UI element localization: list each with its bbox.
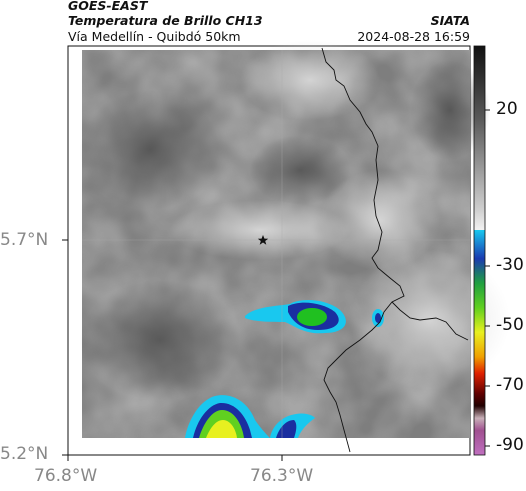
colorbar-label: -70	[496, 375, 524, 395]
department-border	[321, 47, 405, 453]
colorbar	[473, 45, 486, 456]
product-title: Temperatura de Brillo CH13	[68, 13, 263, 28]
lat-label-5.2N: 5.2°N	[0, 444, 49, 464]
lat-label-5.7N: 5.7°N	[0, 230, 49, 250]
convective-cloud-south	[185, 395, 315, 438]
brightness-field	[80, 40, 510, 438]
timestamp-label: 2024-08-28 16:59	[357, 29, 470, 44]
department-border-east	[391, 301, 469, 341]
convective-cloud-center	[245, 300, 384, 334]
location-star-icon	[257, 235, 269, 245]
colorbar-label: -50	[496, 315, 524, 335]
source-label: SIATA	[430, 13, 470, 28]
satellite-title: GOES-EAST	[68, 0, 148, 13]
colorbar-label: -90	[496, 435, 524, 455]
lon-label-76.3W: 76.3°W	[250, 466, 314, 486]
colorbar-label: -30	[496, 255, 524, 275]
route-subtitle: Vía Medellín - Quibdó 50km	[68, 29, 241, 44]
lon-label-76.8W: 76.8°W	[34, 466, 98, 486]
colorbar-label: 20	[496, 99, 518, 119]
